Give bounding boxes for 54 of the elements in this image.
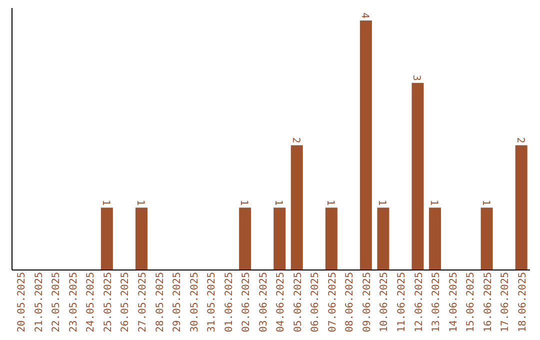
data-label: 2: [514, 137, 526, 144]
bar: [412, 82, 424, 270]
x-tick-label: 08.06.2025: [344, 272, 356, 332]
x-tick-label: 14.06.2025: [448, 272, 460, 332]
x-tick-label: 22.05.2025: [51, 272, 62, 332]
x-tick-label: 05.06.2025: [292, 272, 304, 332]
x-tick-label: 09.06.2025: [362, 272, 373, 332]
x-tick-label: 17.06.2025: [500, 272, 512, 332]
x-tick-label: 16.06.2025: [482, 272, 494, 332]
data-label: 1: [428, 200, 439, 206]
x-tick-label: 10.06.2025: [379, 272, 390, 332]
x-tick-label: 20.05.2025: [16, 272, 28, 332]
x-tick-label: 12.06.2025: [414, 272, 425, 332]
data-label: 3: [410, 74, 422, 81]
data-label: 1: [376, 200, 388, 206]
bar: [515, 145, 528, 270]
x-tick-label: 18.06.2025: [517, 272, 528, 332]
data-label: 1: [324, 200, 336, 206]
data-label: 2: [290, 137, 301, 144]
x-tick-label: 28.05.2025: [154, 272, 166, 332]
bar: [325, 208, 338, 270]
bar: [290, 145, 303, 270]
x-tick-label: 01.06.2025: [224, 272, 235, 332]
x-tick-label: 11.06.2025: [396, 272, 408, 332]
bar: [274, 208, 286, 270]
x-tick-label: 21.05.2025: [34, 272, 45, 332]
bar: [428, 208, 441, 270]
bar: [239, 208, 252, 270]
x-tick-label: 02.06.2025: [241, 272, 252, 332]
bar: [377, 208, 390, 270]
x-tick-label: 23.05.2025: [68, 272, 80, 332]
x-tick-label: 31.05.2025: [206, 272, 218, 332]
x-tick-label: 27.05.2025: [138, 272, 148, 332]
bar: [360, 20, 372, 270]
data-label: 1: [272, 200, 284, 206]
x-tick-label: 26.05.2025: [120, 272, 132, 332]
bar: [100, 208, 113, 270]
x-tick-label: 13.06.2025: [431, 272, 442, 332]
data-label: 1: [100, 200, 111, 206]
x-tick-label: 25.05.2025: [102, 272, 114, 332]
bar: [135, 208, 148, 270]
data-label: 1: [480, 200, 491, 206]
data-label: 1: [134, 200, 146, 206]
x-tick-label: 04.06.2025: [276, 272, 287, 332]
data-label: 4: [358, 12, 370, 18]
bar: [480, 208, 493, 270]
x-tick-label: 07.06.2025: [327, 272, 338, 332]
data-label: 1: [238, 200, 250, 206]
x-tick-label: 06.06.2025: [310, 272, 322, 332]
x-tick-label: 29.05.2025: [172, 272, 184, 332]
x-tick-label: 30.05.2025: [189, 272, 200, 332]
x-tick-label: 15.06.2025: [466, 272, 477, 332]
x-tick-label: 24.05.2025: [86, 272, 97, 332]
x-tick-label: 03.06.2025: [258, 272, 270, 332]
